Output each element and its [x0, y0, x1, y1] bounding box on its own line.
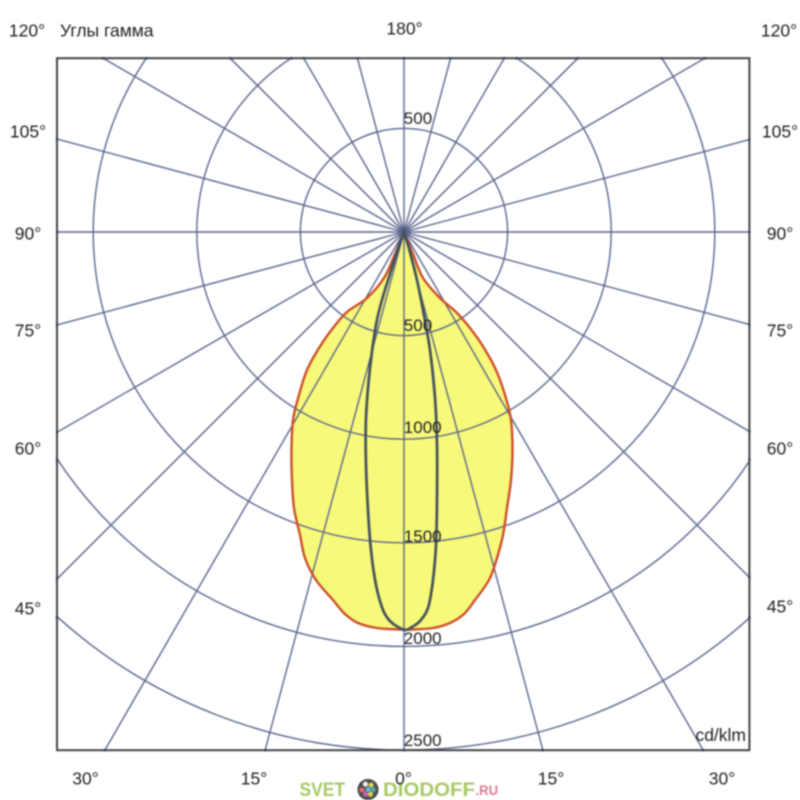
svg-text:120°: 120° — [761, 20, 797, 40]
svg-text:180°: 180° — [386, 18, 422, 38]
svg-text:60°: 60° — [15, 438, 41, 458]
svg-text:75°: 75° — [15, 320, 41, 340]
svg-text:45°: 45° — [767, 596, 793, 616]
svg-text:60°: 60° — [767, 438, 793, 458]
svg-text:105°: 105° — [762, 121, 798, 141]
svg-text:30°: 30° — [709, 768, 735, 788]
svg-text:120°: 120° — [9, 20, 45, 40]
svg-text:15°: 15° — [241, 768, 267, 788]
svg-text:1000: 1000 — [404, 418, 442, 437]
svg-text:cd/klm: cd/klm — [695, 725, 746, 745]
svg-text:500: 500 — [404, 316, 432, 335]
svg-text:Углы гамма: Углы гамма — [60, 20, 154, 40]
svg-text:SVET: SVET — [300, 780, 346, 800]
svg-text:2500: 2500 — [404, 731, 442, 750]
svg-text:30°: 30° — [72, 768, 98, 788]
svg-text:75°: 75° — [767, 320, 793, 340]
svg-text:90°: 90° — [15, 223, 41, 243]
svg-text:500: 500 — [404, 109, 432, 128]
svg-text:.RU: .RU — [476, 783, 499, 798]
svg-text:1500: 1500 — [404, 527, 442, 546]
svg-text:2000: 2000 — [404, 629, 442, 648]
svg-text:DIODOFF: DIODOFF — [383, 780, 475, 800]
svg-text:45°: 45° — [15, 598, 41, 618]
svg-text:0°: 0° — [395, 768, 412, 788]
svg-text:15°: 15° — [538, 768, 564, 788]
svg-text:105°: 105° — [10, 121, 46, 141]
svg-text:90°: 90° — [767, 223, 793, 243]
